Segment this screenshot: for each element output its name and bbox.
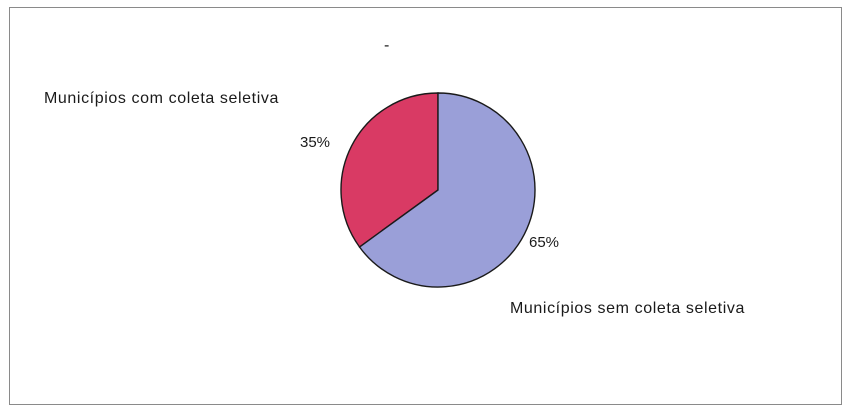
chart-title: - <box>384 37 390 54</box>
slice-value-com: 35% <box>300 134 330 151</box>
pie-slices <box>340 92 536 288</box>
slice-label-sem: Municípios sem coleta seletiva <box>510 300 745 317</box>
slice-value-sem: 65% <box>529 234 559 251</box>
pie-slice-com <box>340 92 439 248</box>
slice-label-com: Municípios com coleta seletiva <box>44 90 279 107</box>
pie-slice-sem <box>358 92 536 288</box>
